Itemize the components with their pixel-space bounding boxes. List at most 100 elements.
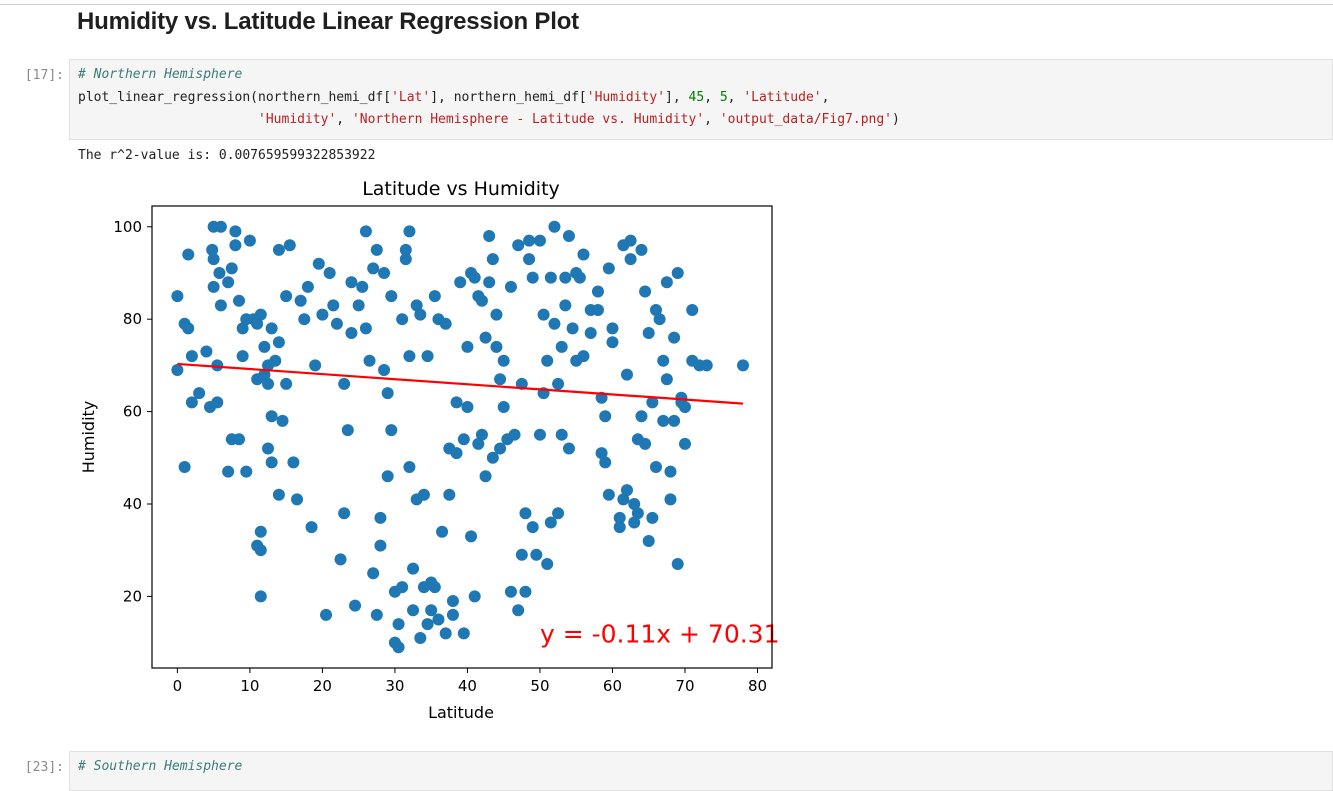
data-point — [171, 290, 184, 303]
data-point — [678, 437, 691, 450]
data-point — [233, 294, 246, 307]
code-cell-input[interactable]: # Southern Hemisphere — [69, 751, 1333, 791]
data-point — [381, 387, 394, 400]
data-point — [272, 243, 285, 256]
data-point — [544, 271, 557, 284]
data-point — [370, 608, 383, 621]
data-point — [591, 303, 604, 316]
data-point — [639, 285, 652, 298]
y-tick-label: 100 — [113, 218, 142, 236]
data-point — [338, 507, 351, 520]
data-point — [472, 437, 485, 450]
code-comment: # Southern Hemisphere — [78, 759, 243, 774]
y-tick-label: 80 — [123, 310, 142, 328]
data-point — [602, 262, 615, 275]
data-point — [559, 271, 572, 284]
data-point — [414, 631, 427, 644]
data-point — [635, 243, 648, 256]
data-point — [262, 442, 275, 455]
data-point — [475, 428, 488, 441]
code-editor[interactable]: # Northern Hemisphere plot_linear_regres… — [70, 60, 1332, 136]
data-point — [280, 290, 293, 303]
data-point — [211, 396, 224, 409]
data-point — [287, 456, 300, 469]
data-point — [316, 308, 329, 321]
data-point — [646, 396, 659, 409]
data-point — [193, 387, 206, 400]
data-point — [628, 516, 641, 529]
data-point — [461, 400, 474, 413]
data-point — [591, 285, 604, 298]
data-point — [213, 266, 226, 279]
data-point — [577, 248, 590, 261]
data-point — [541, 558, 554, 571]
data-point — [584, 327, 597, 340]
data-point — [381, 470, 394, 483]
data-point — [283, 239, 296, 252]
data-point — [668, 331, 681, 344]
x-tick-label: 10 — [240, 677, 259, 695]
code-string: 'Humidity' — [586, 89, 666, 105]
data-point — [559, 299, 572, 312]
data-point — [185, 396, 198, 409]
data-point — [454, 276, 467, 289]
data-point — [396, 581, 409, 594]
y-tick-label: 60 — [123, 403, 142, 421]
x-tick-label: 80 — [748, 677, 767, 695]
data-point — [639, 437, 652, 450]
data-point — [504, 585, 517, 598]
data-point — [526, 521, 539, 534]
regression-line — [177, 362, 744, 405]
data-point — [265, 410, 278, 423]
data-point — [436, 525, 449, 538]
data-point — [483, 276, 496, 289]
data-point — [624, 253, 637, 266]
data-point — [396, 313, 409, 326]
data-point — [399, 253, 412, 266]
code-token: plot_linear_regression(northern_hemi_df[ — [78, 89, 392, 105]
data-point — [258, 340, 271, 353]
plot-frame — [151, 205, 773, 669]
code-cell-input[interactable]: # Northern Hemisphere plot_linear_regres… — [69, 59, 1333, 140]
data-point — [479, 331, 492, 344]
code-string: 'output_data/Fig7.png' — [719, 112, 892, 127]
data-point — [359, 225, 372, 238]
code-editor[interactable]: # Southern Hemisphere — [70, 752, 1332, 783]
data-point — [254, 544, 267, 557]
cell-output-text: The r^2-value is: 0.007659599322853922 — [78, 148, 376, 163]
data-point — [566, 322, 579, 335]
data-point — [486, 451, 499, 464]
data-point — [660, 276, 673, 289]
data-point — [494, 442, 507, 455]
data-point — [425, 604, 438, 617]
data-point — [642, 327, 655, 340]
data-point — [185, 350, 198, 363]
data-point — [562, 230, 575, 243]
data-point — [207, 253, 220, 266]
code-number: 5 — [719, 89, 728, 105]
data-point — [446, 608, 459, 621]
data-point — [385, 424, 398, 437]
code-string: 'Northern Hemisphere - Latitude vs. Humi… — [351, 112, 705, 127]
data-point — [508, 428, 521, 441]
data-point — [341, 424, 354, 437]
data-point — [523, 234, 536, 247]
data-point — [298, 313, 311, 326]
data-point — [272, 336, 285, 349]
data-point — [613, 511, 626, 524]
data-point — [439, 627, 452, 640]
data-point — [206, 243, 219, 256]
code-token: ], — [665, 89, 689, 105]
data-point — [403, 350, 416, 363]
data-point — [374, 539, 387, 552]
data-point — [544, 516, 557, 529]
data-point — [671, 558, 684, 571]
code-comment: # Northern Hemisphere — [78, 67, 243, 82]
data-point — [660, 373, 673, 386]
data-point — [530, 548, 543, 561]
data-point — [504, 280, 517, 293]
data-point — [410, 299, 423, 312]
code-string: 'Latitude' — [743, 89, 822, 105]
x-tick-label: 30 — [385, 677, 404, 695]
data-point — [345, 276, 358, 289]
